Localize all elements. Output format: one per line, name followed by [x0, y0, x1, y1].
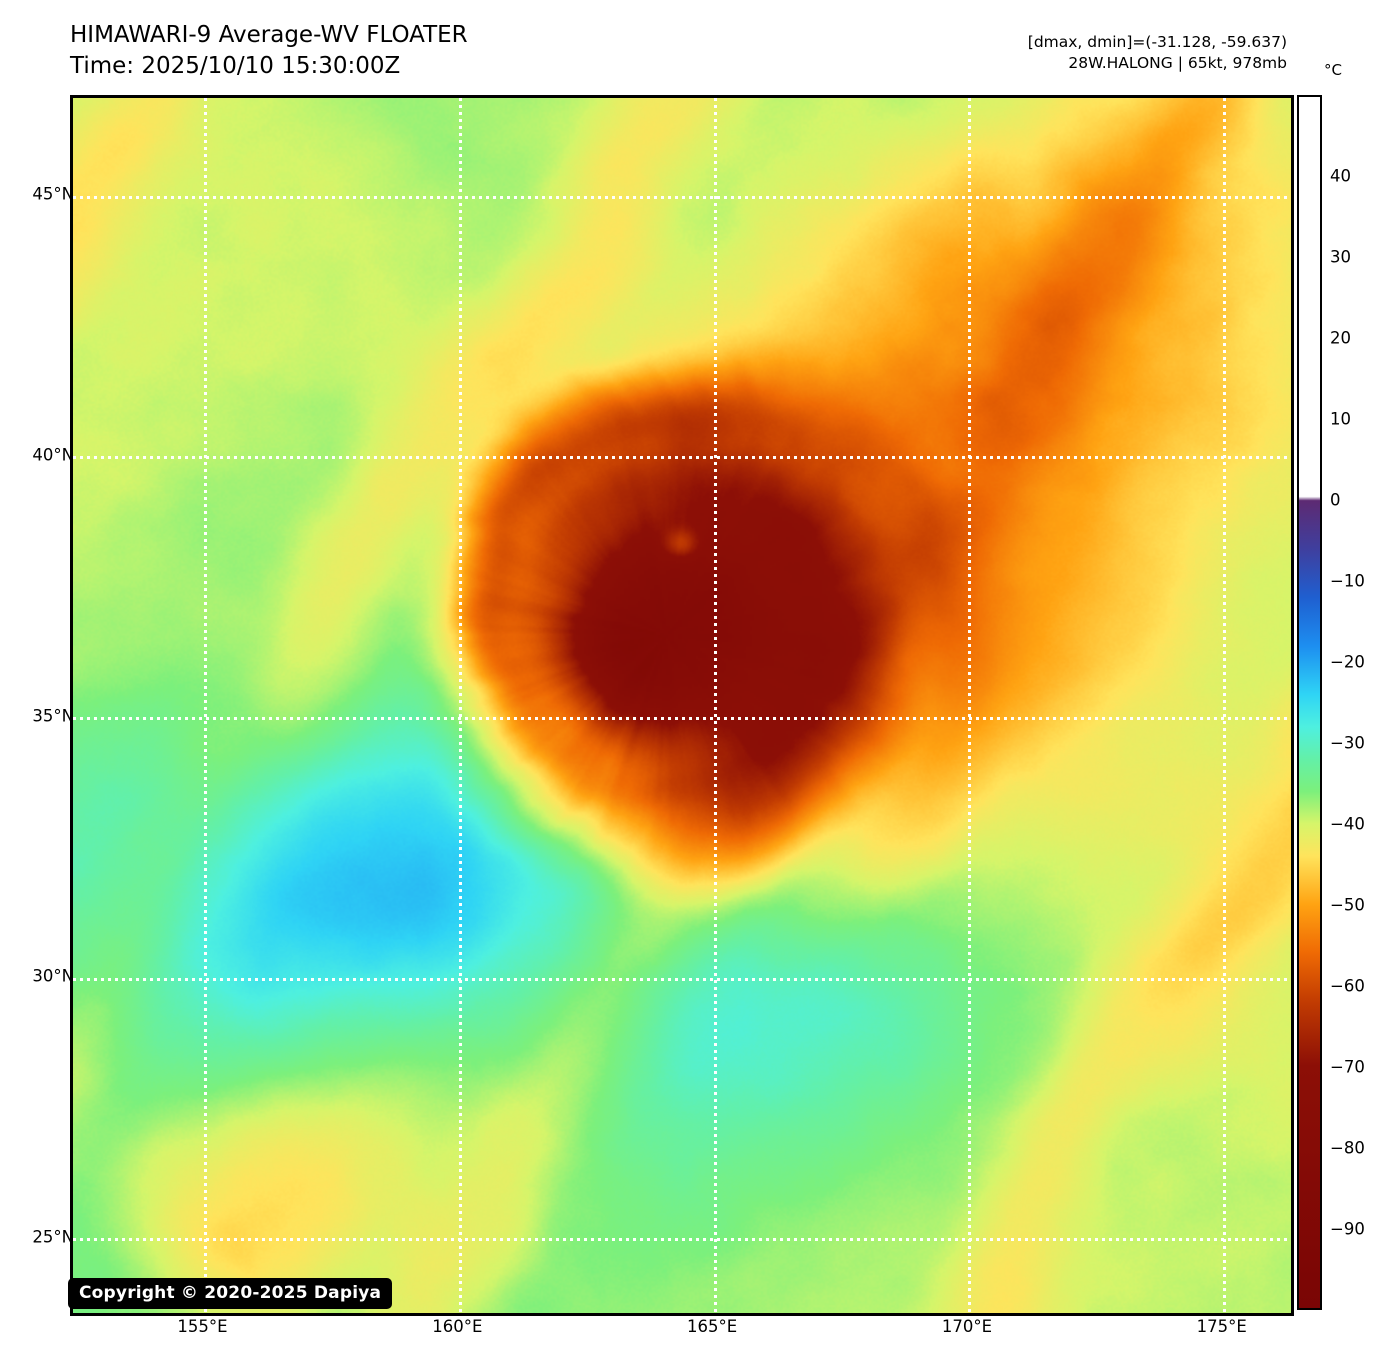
colorbar[interactable] [1297, 95, 1322, 1310]
timestamp-line: Time: 2025/10/10 15:30:00Z [70, 53, 401, 79]
xtick-170: 170°E [941, 1317, 993, 1336]
colorbar-tick-40: 40 [1330, 166, 1351, 186]
ytick-35: 35°N [32, 706, 74, 726]
plot-clip [73, 98, 1291, 1313]
page-title: HIMAWARI-9 Average-WV FLOATER [70, 22, 468, 48]
header-title-block: HIMAWARI-9 Average-WV FLOATER Time: 2025… [70, 20, 468, 82]
colorbar-tick--90: −90 [1330, 1219, 1365, 1239]
colorbar-tick-20: 20 [1330, 328, 1351, 348]
colorbar-tick-30: 30 [1330, 247, 1351, 267]
colorbar-tick-10: 10 [1330, 409, 1351, 429]
colorbar-tick--50: −50 [1330, 895, 1365, 915]
xtick-160: 160°E [432, 1317, 483, 1336]
ytick-45: 45°N [32, 184, 74, 204]
storm-info-label: 28W.HALONG | 65kt, 978mb [1068, 54, 1287, 72]
colorbar-tick--30: −30 [1330, 733, 1365, 753]
data-range-label: [dmax, dmin]=(-31.128, -59.637) [1027, 33, 1287, 51]
colorbar-tick-0: 0 [1330, 490, 1341, 510]
colorbar-gradient [1299, 97, 1320, 1308]
xtick-175: 175°E [1196, 1317, 1247, 1336]
copyright-watermark: Copyright © 2020-2025 Dapiya [68, 1278, 393, 1309]
satellite-imagery-canvas [73, 98, 1291, 1313]
header-meta-block: [dmax, dmin]=(-31.128, -59.637) 28W.HALO… [1028, 32, 1287, 74]
ytick-40: 40°N [32, 445, 74, 465]
colorbar-tick--10: −10 [1330, 571, 1365, 591]
colorbar-tick--80: −80 [1330, 1138, 1365, 1158]
xtick-155: 155°E [177, 1317, 228, 1336]
ytick-30: 30°N [32, 966, 74, 986]
ytick-25: 25°N [32, 1227, 74, 1247]
xtick-165: 165°E [687, 1317, 738, 1336]
colorbar-tick--60: −60 [1330, 976, 1365, 996]
colorbar-tick--70: −70 [1330, 1057, 1365, 1077]
satellite-image-plot[interactable] [70, 95, 1294, 1316]
colorbar-tick--20: −20 [1330, 652, 1365, 672]
colorbar-tick--40: −40 [1330, 814, 1365, 834]
colorbar-unit-label: °C [1324, 61, 1342, 79]
